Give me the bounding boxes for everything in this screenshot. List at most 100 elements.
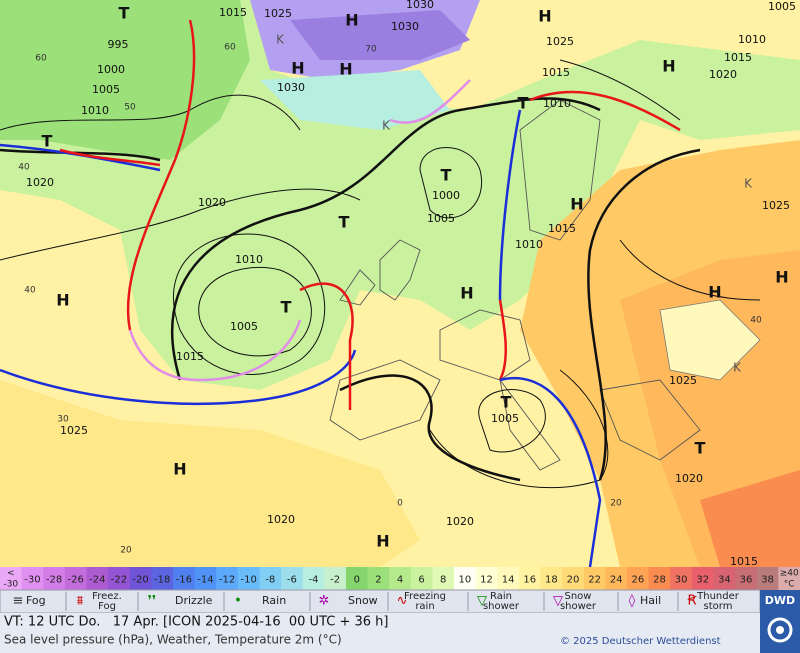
scale-label: 18 bbox=[545, 575, 558, 586]
scale-cell bbox=[259, 567, 282, 590]
pressure-center: H bbox=[708, 283, 721, 302]
scale-cell bbox=[172, 567, 196, 590]
isobar-label: 1000 bbox=[97, 63, 125, 76]
scale-cell bbox=[0, 567, 23, 590]
pressure-center: K bbox=[733, 361, 742, 375]
scale-label: -18 bbox=[154, 575, 170, 586]
pressure-center: T bbox=[501, 393, 512, 412]
isobar-label: 1010 bbox=[235, 253, 263, 266]
isobar-label: 1020 bbox=[26, 176, 54, 189]
thick-isobars bbox=[0, 97, 701, 482]
warm-zone bbox=[700, 470, 800, 567]
weather-label: shower bbox=[560, 601, 597, 612]
logo-text: DWD bbox=[765, 594, 795, 607]
isobar-label: 1010 bbox=[543, 97, 571, 110]
contour-label: 20 bbox=[610, 499, 622, 509]
scale-cell bbox=[151, 567, 174, 590]
scale-cell bbox=[410, 567, 433, 590]
scale-label: 10 bbox=[458, 575, 471, 586]
scale-label: 28 bbox=[653, 575, 666, 586]
scale-label: 22 bbox=[588, 575, 601, 586]
scale-cell bbox=[648, 567, 671, 590]
scale-label: -26 bbox=[68, 575, 84, 586]
isobar-label: 1015 bbox=[542, 66, 570, 79]
contour-label: 60 bbox=[35, 54, 47, 64]
isobar-label: 1025 bbox=[669, 374, 697, 387]
pressure-center: H bbox=[173, 460, 186, 479]
scale-label: -14 bbox=[197, 575, 213, 586]
copyright: © 2025 Deutscher Wetterdienst bbox=[560, 636, 721, 647]
contour-label: 40 bbox=[24, 286, 36, 296]
scale-cell bbox=[605, 567, 628, 590]
scale-cell bbox=[108, 567, 131, 590]
pressure-center: H bbox=[570, 195, 583, 214]
pressure-center: T bbox=[119, 4, 130, 23]
scale-cell bbox=[324, 567, 347, 590]
isobar-label: 1015 bbox=[219, 6, 247, 19]
scale-label: -30 bbox=[24, 575, 40, 586]
scale-label: < bbox=[7, 569, 15, 579]
scale-cell bbox=[129, 567, 152, 590]
scale-cell bbox=[367, 567, 390, 590]
scale-label: 26 bbox=[631, 575, 644, 586]
isobar-label: 1025 bbox=[546, 35, 574, 48]
scale-label: -30 bbox=[3, 580, 18, 590]
isobar-label: 1020 bbox=[198, 196, 226, 209]
pressure-center: H bbox=[460, 284, 473, 303]
isobar-label: 1025 bbox=[60, 424, 88, 437]
weather-label: storm bbox=[704, 601, 733, 612]
footer-bg bbox=[0, 613, 760, 653]
isobar-label: 1005 bbox=[768, 0, 796, 13]
pressure-center: T bbox=[518, 94, 529, 113]
description: Sea level pressure (hPa), Weather, Tempe… bbox=[4, 633, 342, 647]
scale-label: 38 bbox=[761, 575, 774, 586]
isobar-label: 1025 bbox=[762, 199, 790, 212]
fronts bbox=[0, 19, 681, 568]
pressure-center: H bbox=[339, 60, 352, 79]
weather-legend: ≡ Fog ⩩ Freez.Fog ❜❜ Drizzle • Rain ✲ Snow ∿Freezi… bbox=[0, 589, 761, 614]
contour-label: 70 bbox=[365, 45, 377, 55]
scale-label: 30 bbox=[675, 575, 688, 586]
weather-label: Snow bbox=[565, 591, 592, 602]
pressure-center: H bbox=[662, 57, 675, 76]
weather-label: Freez. bbox=[92, 591, 122, 602]
isobar-label: 1030 bbox=[277, 81, 305, 94]
scale-cell bbox=[562, 567, 585, 590]
scale-cell bbox=[627, 567, 650, 590]
weather-label: Thunder bbox=[696, 591, 740, 602]
isobar-label: 1020 bbox=[267, 513, 295, 526]
weather-symbol: ≡ bbox=[13, 594, 24, 609]
isobar-label: 1005 bbox=[427, 212, 455, 225]
logo-swirl bbox=[767, 617, 793, 643]
scale-label: -4 bbox=[309, 575, 319, 586]
scale-label: -8 bbox=[265, 575, 275, 586]
scale-cell bbox=[216, 567, 239, 590]
scale-cell bbox=[778, 567, 800, 590]
scale-label: -24 bbox=[89, 575, 105, 586]
isobar-label: 1015 bbox=[724, 51, 752, 64]
scale-cell bbox=[497, 567, 520, 590]
scale-cell bbox=[86, 567, 109, 590]
scale-cell bbox=[345, 567, 369, 590]
isobar-label: 1010 bbox=[515, 238, 543, 251]
isobar-label: 1005 bbox=[230, 320, 258, 333]
weather-symbol: • bbox=[234, 594, 242, 609]
scale-label: °C bbox=[784, 580, 795, 590]
scale-label: 20 bbox=[567, 575, 580, 586]
scale-cell bbox=[302, 567, 325, 590]
weather-symbol: ▽ bbox=[553, 594, 563, 609]
weather-symbol: ❜❜ bbox=[148, 594, 156, 609]
weather-label: Rain bbox=[490, 591, 512, 602]
pressure-center: T bbox=[441, 166, 452, 185]
cool-zone bbox=[260, 70, 450, 130]
scale-label: -6 bbox=[287, 575, 297, 586]
scale-label: 4 bbox=[397, 575, 403, 586]
isobar-label: 1015 bbox=[176, 350, 204, 363]
scale-label: 34 bbox=[718, 575, 731, 586]
isobar-label: 1010 bbox=[81, 104, 109, 117]
weather-label: Freezing bbox=[404, 591, 446, 602]
temperature-scale: <-30 -30 -28 -26 -24 -22 -20 -18 -16 -14 -12 -10 -8-… bbox=[0, 567, 800, 590]
pressure-center: T bbox=[42, 132, 53, 151]
weather-symbol: Ꞧ bbox=[687, 594, 696, 609]
